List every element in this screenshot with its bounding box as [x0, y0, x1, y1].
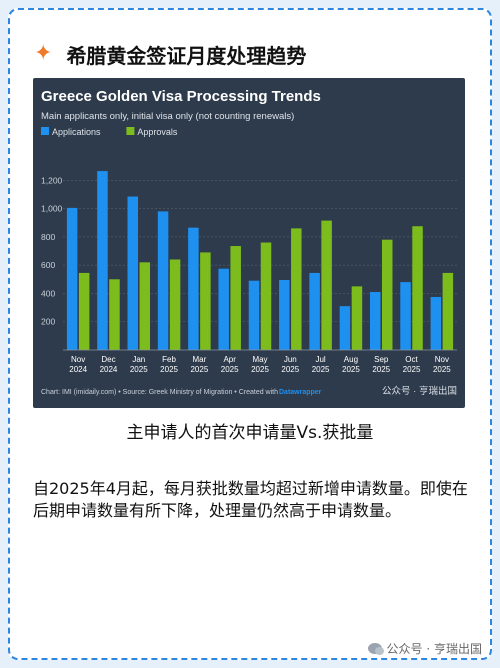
y-tick-label: 400 — [41, 288, 55, 298]
y-tick-label: 200 — [41, 317, 55, 327]
bar-applications-4 — [157, 211, 169, 350]
y-tick-label: 1,000 — [41, 204, 63, 214]
x-tick-year: 2025 — [190, 365, 208, 374]
page-header: ✦ 希腊黄金签证月度处理趋势 — [34, 40, 306, 68]
chart-watermark: 公众号 · 亨瑞出国 — [382, 385, 457, 397]
bar-approvals-2 — [109, 279, 120, 350]
legend-label-1: Applications — [52, 127, 101, 137]
bar-applications-6 — [218, 268, 229, 350]
footer-watermark: 公众号 · 亨瑞出国 — [367, 640, 482, 657]
x-tick-month: Jul — [315, 355, 325, 364]
bar-approvals-6 — [230, 246, 241, 350]
x-tick-month: Jun — [284, 355, 297, 364]
x-tick-month: Sep — [374, 355, 389, 364]
x-tick-year: 2025 — [160, 365, 178, 374]
chart-panel: Greece Golden Visa Processing Trends Main… — [33, 78, 465, 408]
y-tick-label: 1,200 — [41, 175, 63, 185]
bar-applications-9 — [309, 272, 320, 350]
page-title: 希腊黄金签证月度处理趋势 — [66, 43, 307, 68]
legend-swatch-2 — [126, 127, 135, 135]
x-tick-year: 2025 — [403, 365, 421, 374]
x-tick-year: 2025 — [433, 365, 451, 374]
bar-approvals-5 — [200, 252, 211, 350]
bar-chart: Greece Golden Visa Processing Trends Main… — [41, 88, 457, 397]
x-tick-month: Feb — [162, 355, 176, 364]
bar-approvals-3 — [139, 262, 151, 350]
x-tick-year: 2025 — [221, 365, 239, 374]
chart-source: Chart: IMI (imidaily.com) • Source: Gree… — [41, 389, 278, 396]
x-tick-month: Nov — [71, 355, 85, 364]
chart-title: Greece Golden Visa Processing Trends — [41, 88, 321, 105]
x-tick-year: 2025 — [130, 365, 148, 374]
x-tick-year: 2025 — [312, 365, 330, 374]
datawrapper-brand: Datawrapper — [279, 389, 322, 396]
footer-watermark-text: 公众号 · 亨瑞出国 — [386, 642, 482, 656]
bar-applications-2 — [97, 171, 108, 350]
x-tick-year: 2024 — [100, 365, 118, 374]
x-tick-year: 2025 — [342, 365, 360, 374]
x-tick-year: 2024 — [69, 365, 87, 374]
bar-applications-5 — [188, 227, 199, 350]
x-tick-month: Aug — [344, 355, 358, 364]
x-tick-year: 2025 — [251, 365, 269, 374]
bar-approvals-1 — [78, 272, 90, 350]
x-tick-month: Nov — [435, 355, 449, 364]
y-tick-label: 800 — [41, 232, 55, 242]
bar-applications-12 — [400, 282, 411, 350]
bar-applications-1 — [66, 207, 78, 350]
x-tick-month: Mar — [192, 355, 206, 364]
y-tick-label: 600 — [41, 260, 55, 270]
bar-approvals-12 — [412, 226, 423, 350]
bar-applications-10 — [339, 306, 351, 350]
chart-caption: 主申请人的首次申请量Vs.获批量 — [126, 423, 374, 443]
bar-approvals-8 — [291, 228, 302, 350]
x-tick-month: Apr — [223, 355, 236, 364]
x-tick-month: Dec — [101, 355, 115, 364]
legend-swatch-1 — [41, 127, 49, 135]
x-tick-month: Oct — [405, 355, 418, 364]
bar-approvals-10 — [351, 286, 363, 350]
body-text: 自2025年4月起，每月获批数量均超过新增申请数量。即使在后期申请数量有所下降，… — [33, 479, 468, 520]
sparkle-icon: ✦ — [34, 41, 53, 66]
bar-approvals-9 — [321, 220, 332, 350]
bar-applications-13 — [430, 296, 442, 350]
bar-approvals-4 — [169, 259, 181, 350]
x-tick-month: May — [252, 355, 267, 364]
x-tick-year: 2025 — [281, 365, 299, 374]
bar-applications-7 — [248, 280, 260, 350]
bar-applications-8 — [279, 279, 290, 350]
bar-applications-3 — [127, 196, 139, 350]
x-tick-month: Jan — [132, 355, 145, 364]
chart-subtitle: Main applicants only, initial visa only … — [41, 111, 294, 122]
x-tick-year: 2025 — [372, 365, 390, 374]
bar-applications-11 — [369, 292, 381, 350]
bar-approvals-7 — [260, 242, 272, 350]
bar-approvals-13 — [442, 272, 454, 350]
bar-approvals-11 — [381, 239, 393, 350]
legend-label-2: Approvals — [137, 127, 178, 137]
wechat-icon — [367, 643, 384, 655]
